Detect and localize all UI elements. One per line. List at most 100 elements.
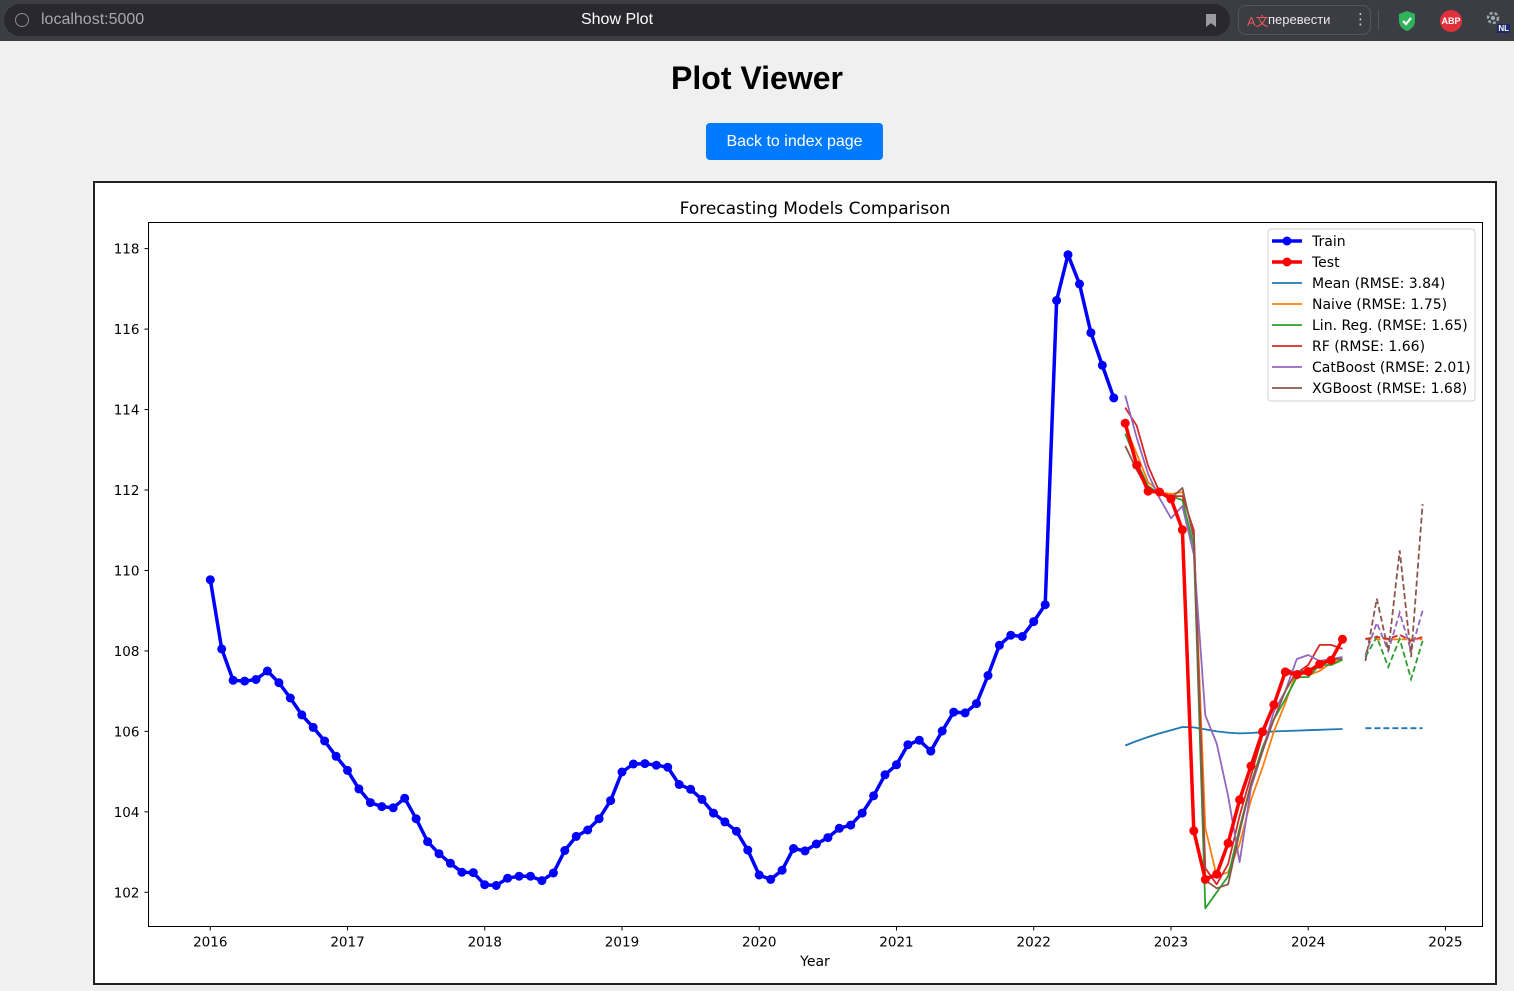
data-point-train xyxy=(548,868,558,878)
extension-icon[interactable]: NL xyxy=(1484,9,1510,33)
x-tick-label: 2016 xyxy=(193,935,227,951)
x-tick-label: 2017 xyxy=(330,935,364,951)
data-point-train xyxy=(571,831,581,841)
legend-label-test: Test xyxy=(1311,255,1340,271)
legend-label-rf-rmse-1-66: RF (RMSE: 1.66) xyxy=(1312,339,1425,355)
data-point-train xyxy=(937,726,947,736)
data-point-train xyxy=(560,846,570,855)
data-point-train xyxy=(617,767,627,777)
data-point-train xyxy=(262,666,272,676)
bookmark-icon[interactable] xyxy=(1206,14,1216,27)
data-point-train xyxy=(1097,360,1107,370)
y-tick-label: 108 xyxy=(114,644,140,660)
data-point-test xyxy=(1132,460,1142,470)
data-point-train xyxy=(365,798,375,808)
url-text[interactable]: localhost:5000 xyxy=(41,11,145,28)
back-to-index-button[interactable]: Back to index page xyxy=(706,123,883,160)
data-point-test xyxy=(1143,486,1153,496)
data-point-train xyxy=(846,820,856,830)
adblock-icon[interactable]: ABP xyxy=(1440,10,1462,32)
data-point-train xyxy=(526,871,535,881)
data-point-train xyxy=(1006,630,1016,640)
address-bar[interactable]: localhost:5000 Show Plot xyxy=(4,4,1230,36)
data-point-train xyxy=(308,722,318,732)
data-point-train xyxy=(285,693,295,703)
data-point-train xyxy=(800,846,810,856)
data-point-train xyxy=(640,759,650,769)
shield-check-icon[interactable] xyxy=(1397,10,1417,32)
data-point-test xyxy=(1280,667,1290,677)
data-point-test xyxy=(1246,761,1256,771)
legend-marker-train xyxy=(1282,236,1292,246)
data-point-train xyxy=(1063,250,1073,260)
data-point-train xyxy=(823,833,833,843)
y-tick-label: 118 xyxy=(114,242,140,258)
data-point-train xyxy=(743,845,753,855)
data-point-test xyxy=(1212,869,1222,879)
data-point-train xyxy=(663,762,673,772)
data-point-train xyxy=(343,765,352,775)
data-point-train xyxy=(983,671,993,680)
data-point-train xyxy=(731,826,741,836)
data-point-train xyxy=(686,784,696,794)
data-point-train xyxy=(1040,600,1050,610)
data-point-train xyxy=(503,873,513,883)
data-point-train xyxy=(297,710,307,720)
data-point-train xyxy=(754,870,764,880)
chart: Forecasting Models Comparison 2016 2017 20… xyxy=(114,199,1483,970)
data-point-test xyxy=(1292,670,1302,680)
legend: Train Test Mean (RMSE: 3.84) Naive (RMSE: 1… xyxy=(1267,228,1476,402)
y-tick-label: 112 xyxy=(114,483,140,499)
series-layer xyxy=(205,250,1424,910)
forecast-line-lin-reg-rmse-1-65 xyxy=(1364,634,1424,683)
data-point-train xyxy=(766,874,776,884)
data-point-test xyxy=(1120,418,1130,428)
data-point-train xyxy=(720,817,730,827)
x-tick-label: 2023 xyxy=(1154,935,1188,951)
data-point-train xyxy=(457,867,467,877)
data-point-train xyxy=(857,808,867,818)
data-point-train xyxy=(377,802,387,812)
data-point-train xyxy=(892,760,901,770)
legend-label-mean-rmse-3-84: Mean (RMSE: 3.84) xyxy=(1312,276,1445,292)
tab-title: Show Plot xyxy=(580,11,654,28)
data-point-train xyxy=(869,791,879,801)
data-point-test xyxy=(1166,494,1176,504)
y-tick-label: 114 xyxy=(114,403,140,419)
data-point-train xyxy=(468,868,478,878)
data-point-test xyxy=(1269,700,1279,710)
data-point-train xyxy=(537,876,547,886)
data-point-train xyxy=(674,780,684,789)
data-point-test xyxy=(1315,659,1325,669)
data-point-train xyxy=(606,796,616,806)
data-point-train xyxy=(1109,393,1119,403)
data-point-train xyxy=(320,736,330,746)
forecast-line-catboost-rmse-2-01 xyxy=(1364,609,1424,656)
data-point-train xyxy=(331,751,341,761)
data-point-train xyxy=(1075,279,1084,289)
legend-label-catboost-rmse-2-01: CatBoost (RMSE: 2.01) xyxy=(1312,360,1471,376)
more-menu-icon[interactable]: ⋮ xyxy=(1353,10,1368,28)
data-point-train xyxy=(651,760,661,770)
data-point-train xyxy=(709,808,718,818)
y-tick-label: 104 xyxy=(114,805,140,821)
data-point-train xyxy=(514,871,524,881)
data-point-train xyxy=(960,708,970,718)
data-point-train xyxy=(274,678,284,688)
site-info-icon[interactable] xyxy=(15,13,29,27)
translate-label: перевести xyxy=(1268,12,1331,27)
x-tick-label: 2019 xyxy=(605,935,639,951)
data-point-test xyxy=(1258,727,1267,737)
data-point-train xyxy=(811,839,821,849)
ticks-layer: 2016 2017 2018 2019 2020 2021 2022 2023 2024 2025… xyxy=(114,242,1463,951)
data-point-test xyxy=(1155,487,1164,497)
data-point-train xyxy=(697,794,707,804)
extension-badge: NL xyxy=(1497,24,1510,33)
translate-button[interactable]: A文 перевести ⋮ xyxy=(1238,5,1371,35)
data-point-train xyxy=(789,844,798,853)
y-tick-label: 102 xyxy=(114,885,140,901)
data-point-train xyxy=(423,837,433,847)
series-line-train xyxy=(208,252,1116,888)
x-tick-label: 2018 xyxy=(468,935,502,951)
legend-box xyxy=(1267,228,1476,402)
